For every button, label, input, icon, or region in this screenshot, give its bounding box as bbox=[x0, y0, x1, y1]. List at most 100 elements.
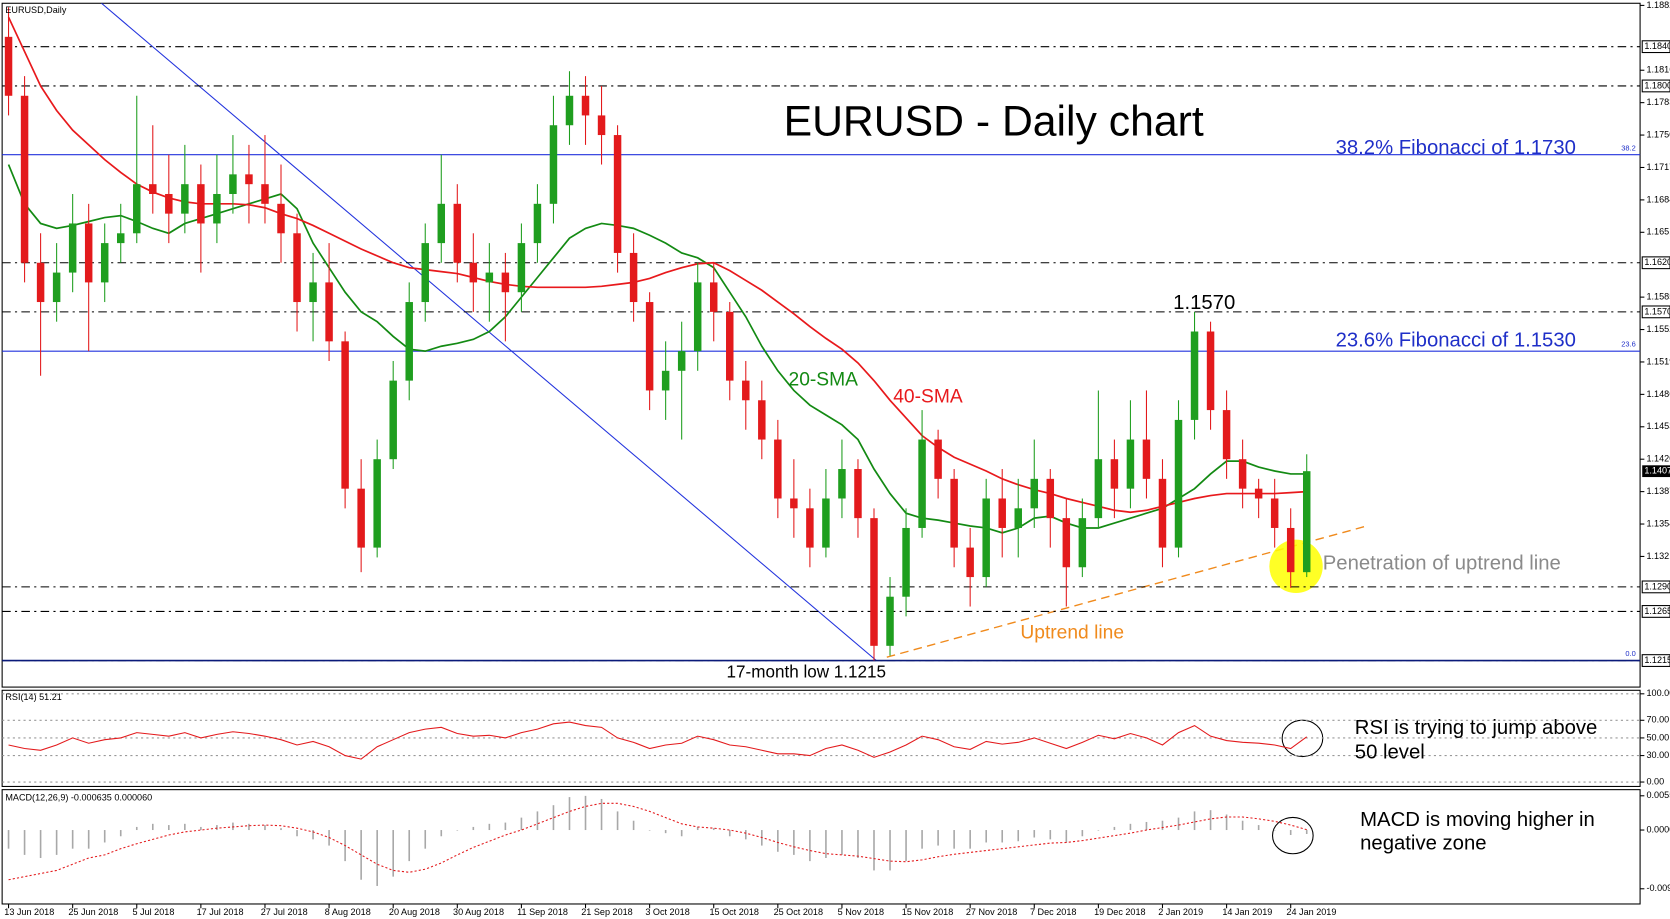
chart-title: EURUSD - Daily chart bbox=[784, 97, 1204, 145]
macd-bar bbox=[696, 826, 699, 831]
y-tick-label: 50.00 bbox=[1646, 732, 1669, 742]
y-tick-label: 30.00 bbox=[1646, 750, 1669, 760]
macd-bar bbox=[456, 830, 459, 831]
candle-body bbox=[918, 439, 926, 528]
macd-bar bbox=[1209, 810, 1212, 831]
y-tick-label: 1.14200 bbox=[1646, 454, 1670, 464]
macd-bar bbox=[1081, 830, 1084, 837]
macd-bar bbox=[1273, 830, 1276, 831]
candle-body bbox=[325, 282, 333, 342]
macd-bar bbox=[889, 830, 891, 871]
candle-body bbox=[645, 302, 654, 391]
candle-body bbox=[52, 272, 61, 303]
candle-body bbox=[870, 518, 878, 646]
y-tick-label: 1.18160 bbox=[1646, 65, 1670, 75]
y-tick-label: 1.15190 bbox=[1646, 356, 1670, 366]
last-price-box bbox=[1642, 465, 1670, 478]
candle-body bbox=[1286, 527, 1295, 573]
candle-body bbox=[581, 95, 590, 116]
macd-bar bbox=[969, 830, 971, 849]
macd-bar bbox=[408, 830, 411, 862]
macd-bar bbox=[1113, 826, 1116, 831]
sma-label: 40-SMA bbox=[893, 387, 963, 408]
candle-body bbox=[309, 282, 317, 303]
candle-body bbox=[116, 233, 125, 244]
candle-body bbox=[1046, 478, 1055, 519]
candle-body bbox=[1190, 331, 1199, 420]
fib-level-label: 38.2 bbox=[1621, 143, 1636, 152]
macd-panel bbox=[1, 789, 1641, 905]
candle-body bbox=[485, 272, 494, 283]
candle-body bbox=[1222, 410, 1231, 460]
macd-bar bbox=[248, 823, 250, 831]
penetration-annotation: Penetration of uptrend line bbox=[1323, 553, 1561, 575]
rsi-annotation: 50 level bbox=[1355, 742, 1425, 764]
y-tick-label: 1.16840 bbox=[1646, 194, 1670, 204]
x-tick-label: 17 Jul 2018 bbox=[197, 907, 244, 917]
x-tick-label: 27 Jul 2018 bbox=[261, 907, 308, 917]
candle-body bbox=[902, 527, 910, 597]
macd-bar bbox=[1145, 821, 1148, 831]
level-label: 1.16200 bbox=[1644, 257, 1670, 267]
candle-body bbox=[982, 498, 990, 578]
y-tick-label: 1.13540 bbox=[1646, 518, 1670, 528]
candle-body bbox=[1014, 508, 1022, 528]
candle-body bbox=[4, 36, 13, 96]
x-tick-label: 21 Sep 2018 bbox=[581, 907, 633, 917]
candle-body bbox=[197, 184, 205, 224]
candle-body bbox=[133, 184, 141, 234]
x-tick-label: 25 Oct 2018 bbox=[774, 907, 823, 917]
candle-body bbox=[1126, 439, 1135, 489]
x-tick-label: 19 Dec 2018 bbox=[1094, 907, 1145, 917]
candle-body bbox=[1206, 331, 1215, 411]
candle-body bbox=[1110, 459, 1119, 489]
level-label: 1.12900 bbox=[1644, 581, 1670, 591]
rsi-caption: RSI(14) 51.21 bbox=[5, 692, 62, 702]
macd-bar bbox=[680, 830, 683, 837]
fib-text: 38.2% Fibonacci of 1.1730 bbox=[1336, 137, 1576, 159]
macd-bar bbox=[985, 830, 987, 843]
x-tick-label: 27 Nov 2018 bbox=[966, 907, 1017, 917]
candle-body bbox=[100, 243, 109, 283]
macd-bar bbox=[360, 830, 362, 880]
last-price-label: 1.14078 bbox=[1644, 466, 1670, 476]
macd-bar bbox=[616, 811, 619, 831]
x-tick-label: 7 Dec 2018 bbox=[1030, 907, 1076, 917]
fib-text: 23.6% Fibonacci of 1.1530 bbox=[1336, 329, 1576, 351]
candle-body bbox=[1270, 498, 1279, 528]
candle-body bbox=[629, 252, 638, 303]
macd-bar bbox=[1049, 830, 1052, 840]
y-tick-label: 70.00 bbox=[1646, 715, 1669, 725]
candle-body bbox=[1094, 459, 1103, 519]
fib-level-label: 0.0 bbox=[1625, 649, 1635, 658]
y-tick-label: 1.17830 bbox=[1646, 97, 1670, 107]
macd-bar bbox=[1177, 817, 1180, 831]
level-label: 1.18400 bbox=[1644, 41, 1670, 51]
macd-bar bbox=[552, 805, 555, 831]
y-tick-label: 1.13870 bbox=[1646, 486, 1670, 496]
x-tick-label: 24 Jan 2019 bbox=[1286, 907, 1336, 917]
candle-body bbox=[726, 311, 734, 381]
candle-body bbox=[742, 380, 750, 401]
macd-bar bbox=[71, 830, 74, 849]
x-tick-label: 20 Aug 2018 bbox=[389, 907, 440, 917]
y-tick-label: 1.15850 bbox=[1646, 292, 1670, 302]
candle-body bbox=[533, 203, 542, 244]
rsi-line bbox=[8, 721, 1308, 760]
x-tick-label: 15 Nov 2018 bbox=[902, 907, 953, 917]
candle-body bbox=[549, 125, 558, 204]
candle-body bbox=[453, 203, 462, 263]
x-tick-label: 5 Jul 2018 bbox=[132, 907, 174, 917]
macd-bar bbox=[744, 830, 747, 840]
x-tick-label: 11 Sep 2018 bbox=[517, 907, 568, 917]
candle-body bbox=[501, 272, 510, 293]
macd-bar bbox=[440, 830, 443, 837]
y-tick-label: 0.00 bbox=[1646, 776, 1664, 786]
candle-body bbox=[341, 341, 349, 489]
price-panel bbox=[1, 2, 1641, 688]
y-tick-label: 1.13210 bbox=[1646, 551, 1670, 561]
macd-bar bbox=[905, 830, 907, 862]
x-tick-label: 5 Nov 2018 bbox=[838, 907, 884, 917]
y-tick-label: 1.17500 bbox=[1646, 129, 1670, 139]
